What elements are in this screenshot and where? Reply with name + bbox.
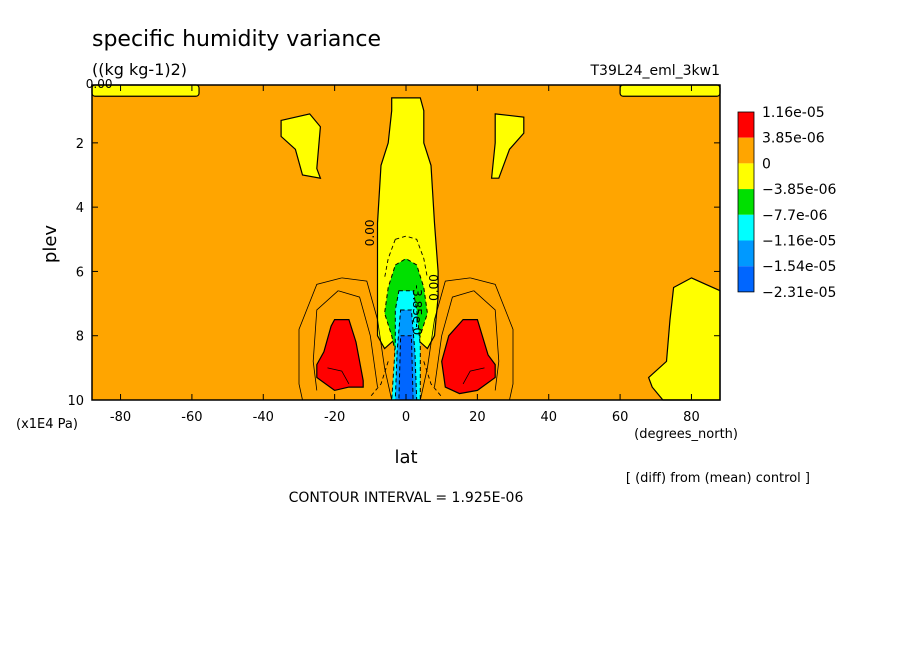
y-tick-label-4: 10 — [67, 394, 84, 409]
contour-line-2 — [338, 290, 378, 388]
negative-contour-0 — [395, 235, 428, 278]
y-axis-units: (x1E4 Pa) — [16, 417, 78, 432]
x-tick-label-3: -20 — [324, 410, 345, 425]
x-tick-label-8: 80 — [683, 410, 700, 425]
run-label: T39L24_eml_3kw1 — [590, 63, 721, 79]
yellow-region-1 — [490, 113, 525, 179]
contour-line-8 — [327, 367, 350, 385]
plot-area: 0.000.000.00-3.85e-0 — [86, 77, 721, 401]
x-tick-label-4: 0 — [402, 410, 410, 425]
legend-swatch-1 — [738, 137, 754, 164]
legend-swatch-5 — [738, 240, 754, 267]
x-axis-label: lat — [394, 447, 417, 468]
x-tick-label-7: 60 — [612, 410, 629, 425]
contour-line-5 — [470, 277, 514, 401]
negative-contour-3 — [423, 361, 443, 398]
contour-line-9 — [462, 367, 485, 385]
chart-units: ((kg kg-1)2) — [92, 60, 187, 79]
x-tick-label-2: -40 — [253, 410, 274, 425]
yellow-region-0 — [280, 113, 322, 179]
legend-swatch-6 — [738, 266, 754, 292]
legend-label-5: −1.16e-05 — [762, 234, 836, 250]
contour-line-7 — [473, 290, 500, 391]
polar-strip-1 — [619, 84, 721, 97]
contour-lines — [298, 235, 514, 401]
legend-label-4: −7.7e-06 — [762, 208, 828, 224]
x-axis: -80 -60 -40 -20 0 20 40 60 80 — [110, 85, 700, 425]
y-tick-label-0: 2 — [76, 137, 84, 152]
legend-label-2: 0 — [762, 156, 771, 172]
contour-interval: CONTOUR INTERVAL = 1.925E-06 — [289, 490, 524, 506]
legend-label-0: 1.16e-05 — [762, 105, 825, 121]
contour-label-1: 0.00 — [363, 219, 377, 246]
legend-label-3: −3.85e-06 — [762, 182, 836, 198]
y-tick-label-2: 6 — [76, 265, 84, 280]
x-tick-label-6: 40 — [540, 410, 557, 425]
red-lobe-1 — [441, 319, 496, 395]
contour-line-1 — [298, 277, 342, 401]
legend-swatch-4 — [738, 214, 754, 241]
x-tick-label-1: -60 — [181, 410, 202, 425]
contour-label-0: 0.00 — [86, 77, 113, 91]
y-axis: 2 4 6 8 10 — [67, 137, 720, 409]
x-tick-label-0: -80 — [110, 410, 131, 425]
diff-note: [ (diff) from (mean) control ] — [626, 471, 810, 486]
legend-swatch-3 — [738, 189, 754, 215]
legend-frame — [737, 111, 755, 293]
chart-title: specific humidity variance — [92, 27, 381, 52]
y-tick-label-3: 8 — [76, 330, 84, 345]
red-lobe-0 — [316, 319, 364, 392]
blue-region — [398, 335, 414, 401]
contour-line-4 — [419, 277, 471, 401]
x-tick-label-5: 20 — [469, 410, 486, 425]
contour-line-6 — [434, 290, 474, 388]
contour-line-3 — [312, 290, 339, 391]
contour-label-3: -3.85e-0 — [410, 285, 424, 335]
x-axis-units: (degrees_north) — [634, 427, 738, 442]
contour-fills — [91, 84, 721, 401]
y-tick-label-1: 4 — [76, 201, 84, 216]
legend-label-6: −1.54e-05 — [762, 259, 836, 275]
color-legend: 1.16e-05 3.85e-06 0 −3.85e-06 −7.7e-06 −1.16e… — [737, 105, 836, 301]
legend-swatch-2 — [738, 163, 754, 190]
negative-contour-2 — [369, 361, 389, 398]
contour-label-2: 0.00 — [427, 274, 441, 301]
legend-label-7: −2.31e-05 — [762, 285, 836, 301]
contour-line-0 — [341, 277, 393, 401]
legend-label-1: 3.85e-06 — [762, 131, 825, 147]
y-axis-label: plev — [40, 225, 61, 264]
legend-swatch-0 — [738, 112, 754, 138]
